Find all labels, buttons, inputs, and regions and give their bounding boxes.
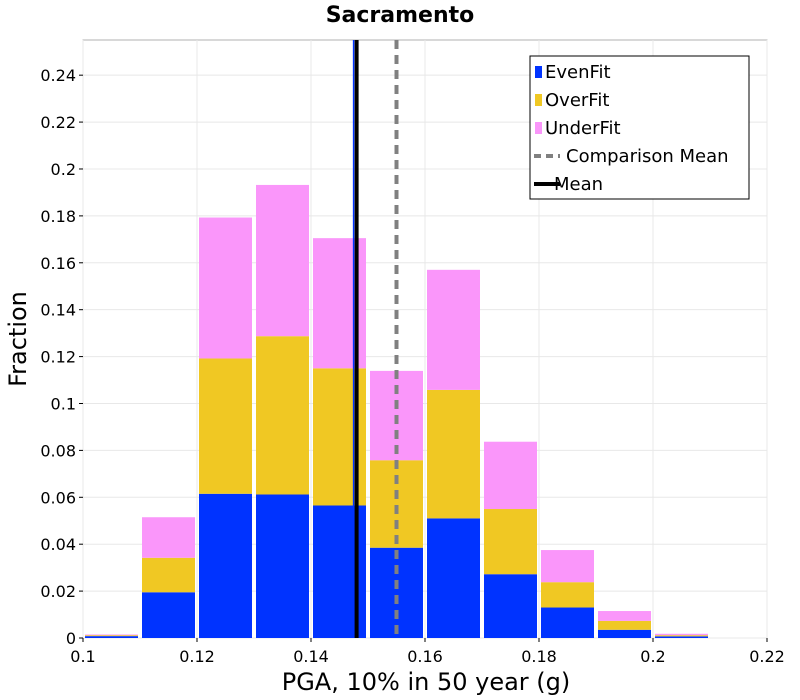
bar-overfit bbox=[655, 635, 708, 637]
bar-underfit bbox=[256, 184, 309, 337]
bar-underfit bbox=[655, 633, 708, 636]
legend-label: UnderFit bbox=[545, 118, 621, 139]
y-tick-label: 0.22 bbox=[40, 113, 76, 132]
bar-overfit bbox=[427, 389, 480, 519]
bar-overfit bbox=[541, 582, 594, 608]
y-tick-label: 0.08 bbox=[40, 441, 76, 460]
x-axis-ticks: 0.1 0.12 0.14 0.16 0.18 0.2 0.22 bbox=[70, 638, 785, 666]
bar-evenfit bbox=[655, 636, 708, 638]
legend-swatch bbox=[535, 122, 542, 134]
bar-evenfit bbox=[85, 636, 138, 638]
bar-overfit bbox=[598, 620, 651, 630]
bar-underfit bbox=[541, 550, 594, 583]
bar-evenfit bbox=[427, 518, 480, 638]
bar-underfit bbox=[427, 269, 480, 390]
y-axis-label: Fraction bbox=[4, 291, 32, 387]
bars bbox=[85, 184, 708, 638]
bar-overfit bbox=[484, 509, 537, 575]
reference-lines bbox=[352, 40, 399, 638]
y-tick-label: 0.1 bbox=[51, 394, 76, 413]
x-tick-label: 0.1 bbox=[70, 647, 95, 666]
bar-overfit bbox=[199, 358, 252, 494]
bar-underfit bbox=[598, 611, 651, 621]
y-tick-label: 0.02 bbox=[40, 582, 76, 601]
bar-underfit bbox=[85, 634, 138, 636]
y-tick-label: 0.18 bbox=[40, 207, 76, 226]
x-tick-label: 0.14 bbox=[293, 647, 329, 666]
bar-evenfit bbox=[541, 607, 594, 638]
bar-overfit bbox=[142, 557, 195, 593]
x-axis-label: PGA, 10% in 50 year (g) bbox=[282, 668, 571, 696]
bar-evenfit bbox=[142, 592, 195, 638]
bar-overfit bbox=[370, 460, 423, 548]
bar-overfit bbox=[85, 635, 138, 637]
legend-swatch bbox=[535, 66, 542, 78]
x-tick-label: 0.2 bbox=[640, 647, 665, 666]
bar-evenfit bbox=[370, 547, 423, 638]
legend-swatch bbox=[535, 94, 542, 106]
x-tick-label: 0.16 bbox=[407, 647, 443, 666]
bar-underfit bbox=[484, 441, 537, 510]
bar-evenfit bbox=[484, 574, 537, 638]
legend: EvenFit OverFit UnderFit Comparison Mean Mea… bbox=[529, 55, 750, 200]
bar-underfit bbox=[142, 517, 195, 558]
legend-label: EvenFit bbox=[545, 62, 611, 83]
x-tick-label: 0.18 bbox=[521, 647, 557, 666]
bar-overfit bbox=[256, 336, 309, 495]
y-tick-label: 0.24 bbox=[40, 66, 76, 85]
bar-evenfit bbox=[256, 494, 309, 638]
chart-title: Sacramento bbox=[326, 3, 475, 28]
legend-label: OverFit bbox=[545, 90, 609, 111]
y-tick-label: 0.14 bbox=[40, 301, 76, 320]
legend-box bbox=[529, 55, 750, 200]
bar-evenfit bbox=[598, 629, 651, 638]
bar-underfit bbox=[199, 217, 252, 359]
x-tick-label: 0.12 bbox=[179, 647, 215, 666]
y-tick-label: 0.04 bbox=[40, 535, 76, 554]
x-tick-label: 0.22 bbox=[749, 647, 785, 666]
y-tick-label: 0.16 bbox=[40, 254, 76, 273]
y-axis-ticks: 0 0.02 0.04 0.06 0.08 0.1 0.12 0.14 0.16 0.18 0.2 0… bbox=[40, 66, 83, 648]
y-tick-label: 0.12 bbox=[40, 348, 76, 367]
legend-label: Mean bbox=[554, 174, 603, 195]
y-tick-label: 0 bbox=[66, 629, 76, 648]
y-tick-label: 0.2 bbox=[51, 160, 76, 179]
bar-evenfit bbox=[199, 493, 252, 638]
y-tick-label: 0.06 bbox=[40, 488, 76, 507]
legend-label: Comparison Mean bbox=[566, 146, 729, 167]
